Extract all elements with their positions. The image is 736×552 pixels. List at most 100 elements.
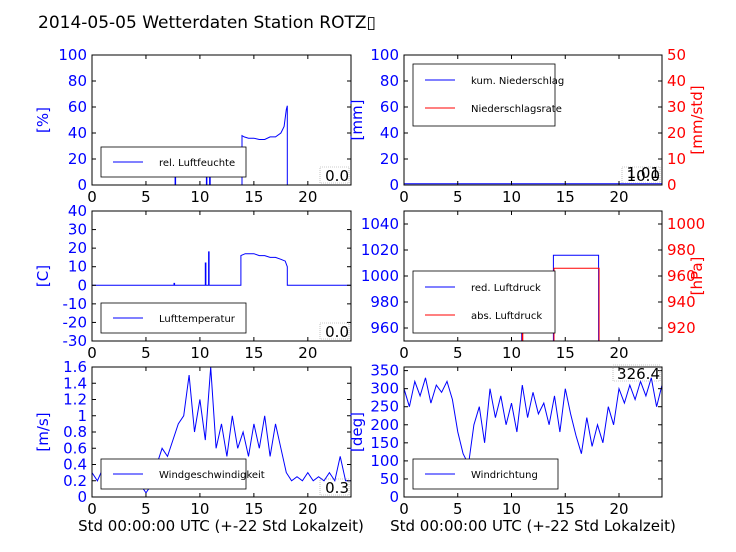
y-tick-label: 300	[370, 380, 399, 398]
legend-box	[412, 63, 556, 127]
x-axis-label-left: Std 00:00:00 UTC (+-22 Std Lokalzeit)	[78, 517, 364, 535]
legend: Lufttemperatur	[100, 302, 247, 334]
y-tick-label: 1000	[361, 267, 399, 285]
value-annotation-box	[319, 322, 350, 340]
x-tick-label: 5	[453, 344, 463, 362]
y2-tick-label: 50	[667, 46, 686, 64]
figure-title: 2014-05-05 Wetterdaten Station ROTZ▯	[38, 13, 376, 33]
x-tick-label: 20	[609, 188, 628, 206]
y-tick-label: 250	[370, 398, 399, 416]
panel-wind-direction: 0 5 10 15 20050100150200250300350[deg]Windri…	[348, 362, 663, 518]
legend: kum. Niederschlag Niederschlagsrate	[412, 63, 564, 127]
y-axis-label: [deg]	[348, 412, 366, 452]
y2-axis-label: [mm/std]	[688, 85, 706, 154]
y-tick-label: 980	[370, 293, 399, 311]
value-annotation: 0.0	[325, 167, 349, 185]
y-tick-label: 1	[77, 407, 87, 425]
y-tick-label: 30	[68, 221, 87, 239]
y-tick-label: 20	[68, 150, 87, 168]
x-tick-label: 10	[190, 344, 209, 362]
y2-tick-label: 20	[667, 124, 686, 142]
y-tick-label: 350	[370, 362, 399, 380]
y2-tick-label: 1000	[667, 215, 705, 233]
value-annotation-box	[319, 478, 350, 496]
x-tick-label: 10	[502, 500, 521, 518]
x-tick-label: 20	[298, 188, 317, 206]
y-tick-label: 50	[380, 470, 399, 488]
y-tick-label: 80	[380, 72, 399, 90]
y-axis-label: [m/s]	[34, 412, 52, 451]
legend-label: Lufttemperatur	[159, 314, 236, 325]
y2-axis-label: [hPa]	[688, 257, 706, 296]
y-tick-label: 100	[58, 46, 87, 64]
y2-tick-label: 940	[667, 293, 696, 311]
x-tick-label: 10	[190, 500, 209, 518]
x-tick-label: 0	[399, 500, 409, 518]
x-tick-label: 10	[502, 188, 521, 206]
legend-label: red. Luftdruck	[471, 283, 541, 294]
value-annotation-secondary: 1.01	[627, 164, 660, 182]
y2-tick-label: 920	[667, 319, 696, 337]
y-tick-label: 40	[68, 202, 87, 220]
value-annotation: 10.0	[627, 167, 660, 185]
legend-label: abs. Luftdruck	[471, 311, 542, 322]
value-annotation-box	[621, 166, 661, 184]
x-tick-label: 15	[556, 500, 575, 518]
y-tick-label: 80	[68, 72, 87, 90]
x-tick-label: 15	[244, 344, 263, 362]
y2-tick-label: 10	[667, 150, 686, 168]
x-tick-label: 5	[141, 188, 151, 206]
y-tick-label: 200	[370, 416, 399, 434]
plot-frame	[403, 366, 663, 498]
legend-label: Niederschlagsrate	[471, 104, 562, 115]
y2-tick-label: 30	[667, 98, 686, 116]
x-tick-label: 15	[556, 188, 575, 206]
legend: Windrichtung	[412, 458, 559, 490]
legend-box	[412, 270, 556, 334]
y-axis-label: [C]	[34, 265, 52, 287]
y-tick-label: 100	[370, 46, 399, 64]
y-tick-label: 1.6	[63, 358, 87, 376]
value-annotation: 0.3	[325, 479, 349, 497]
y-tick-label: 0.4	[63, 456, 87, 474]
y-tick-label: 0.8	[63, 423, 87, 441]
x-tick-label: 0	[87, 500, 97, 518]
x-tick-label: 0	[87, 344, 97, 362]
x-tick-label: 5	[141, 500, 151, 518]
legend-label: Windgeschwindigkeit	[159, 470, 265, 481]
legend-label: Windrichtung	[471, 470, 538, 481]
panel-pressure: 0 5 10 15 20 960 980 1000 1020 1040 920 940 960 980 10…	[361, 210, 706, 362]
y-tick-label: 150	[370, 434, 399, 452]
y-tick-label: 0	[77, 488, 87, 506]
y-tick-label: 100	[370, 452, 399, 470]
series-line-1	[404, 377, 662, 467]
x-tick-label: 0	[399, 188, 409, 206]
legend: Windgeschwindigkeit	[100, 458, 265, 490]
x-tick-label: 20	[298, 344, 317, 362]
y-tick-label: 40	[68, 124, 87, 142]
series-line-1	[92, 251, 351, 286]
panel-temperature: 0 5 10 15 20-30-20-10010203040[C]Lufttempera…	[34, 202, 352, 362]
x-tick-label: 15	[556, 344, 575, 362]
y-tick-label: 0	[389, 176, 399, 194]
y-tick-label: 10	[68, 258, 87, 276]
x-tick-label: 20	[609, 500, 628, 518]
x-tick-label: 15	[244, 500, 263, 518]
panel-humidity: 0 5 10 15 20 0 20 40 60 80 100 [%] rel. Luftfeuchte 0…	[34, 46, 352, 206]
y-tick-label: 0	[77, 276, 87, 294]
y-tick-label: 40	[380, 124, 399, 142]
x-tick-label: 10	[502, 344, 521, 362]
y-tick-label: 20	[380, 150, 399, 168]
y-tick-label: -10	[63, 295, 88, 313]
legend: red. Luftdruck abs. Luftdruck	[412, 270, 556, 334]
x-tick-label: 5	[453, 188, 463, 206]
y2-tick-label: 40	[667, 72, 686, 90]
y2-tick-label: 980	[667, 241, 696, 259]
value-annotation-box	[612, 364, 661, 382]
y-tick-label: 0	[389, 488, 399, 506]
y-tick-label: 0.6	[63, 439, 87, 457]
x-tick-label: 20	[298, 500, 317, 518]
legend-label: rel. Luftfeuchte	[159, 158, 235, 169]
y-axis-label: [mm]	[348, 100, 366, 141]
